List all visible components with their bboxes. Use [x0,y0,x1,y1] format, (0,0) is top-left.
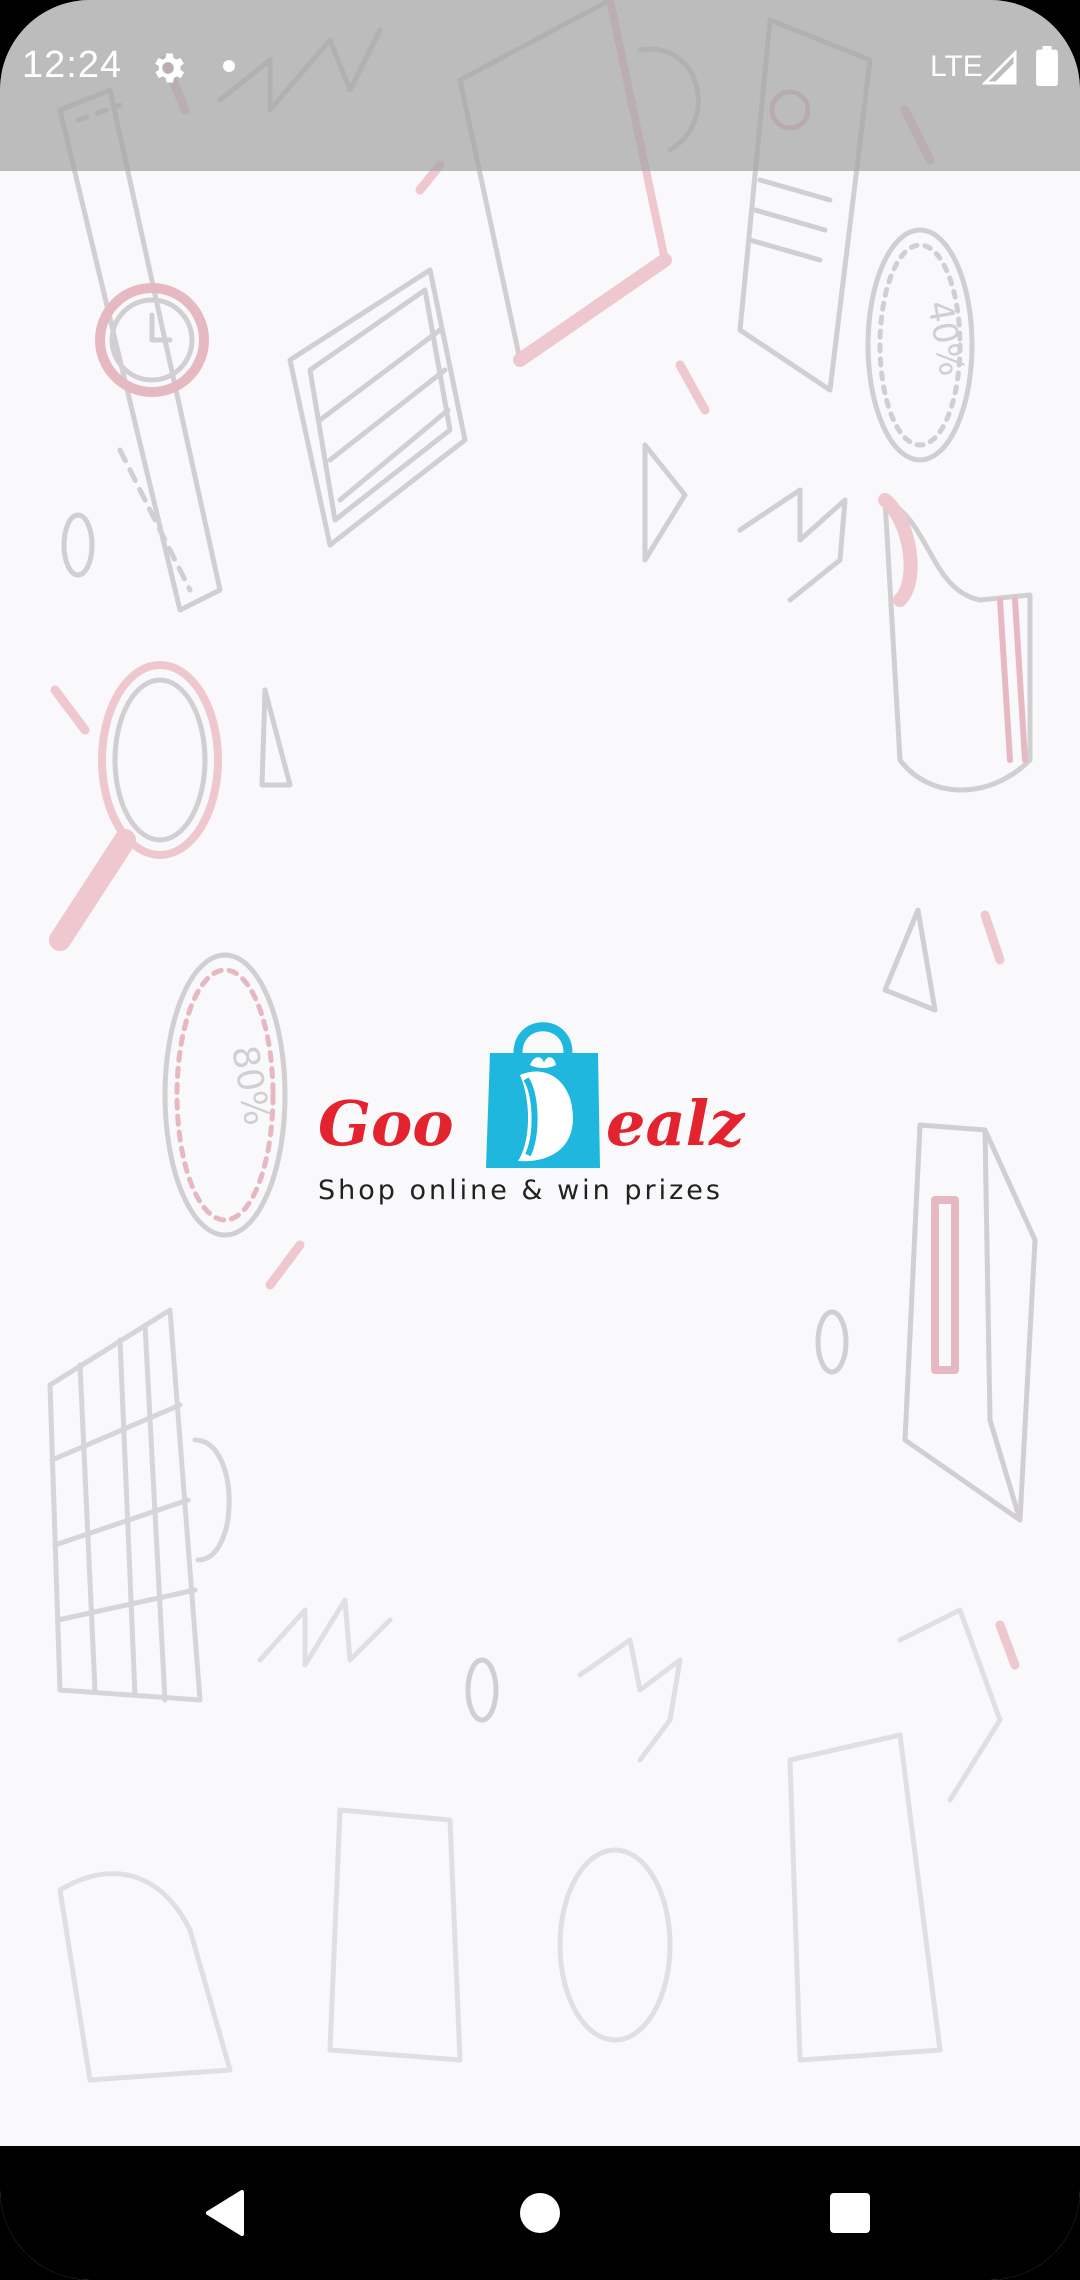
lightning-icon [577,1637,683,1763]
lightning-icon [737,487,848,603]
notification-dot-icon [223,60,235,72]
logo-brand-left: Goo [318,1087,454,1160]
triangle-icon [259,687,293,788]
price-tag-icon: 80% [162,952,288,1238]
mug-icon [47,1307,232,1703]
navigation-bar [0,2146,1080,2280]
battery-icon [1036,46,1058,86]
svg-text:40%: 40% [919,298,972,379]
app-logo: Goo ealz Shop online & win prizes [310,1005,770,1225]
home-icon[interactable] [503,2176,577,2250]
tablet-icon [287,267,468,548]
book-icon [327,1807,463,2063]
sock-icon [878,493,1033,793]
book-icon [902,1122,1038,1523]
gear-icon [155,53,185,83]
lightning-icon [257,1597,393,1668]
status-time: 12:24 [22,44,123,86]
triangle-icon [642,442,688,563]
recents-icon[interactable] [813,2176,887,2250]
logo-brand-right: ealz [606,1087,745,1160]
signal-icon [982,50,1017,85]
price-tag-icon: 40% [865,227,975,463]
status-bar: 12:24 LTE [0,0,1080,171]
triangle-icon [882,907,938,1013]
shopping-bag-letter-d-icon [486,1022,600,1168]
receipt-icon [787,1732,943,2063]
back-icon[interactable] [190,2176,264,2250]
network-type: LTE [930,50,983,83]
logo-tagline: Shop online & win prizes [318,1175,723,1206]
magnifier-icon [49,661,222,951]
